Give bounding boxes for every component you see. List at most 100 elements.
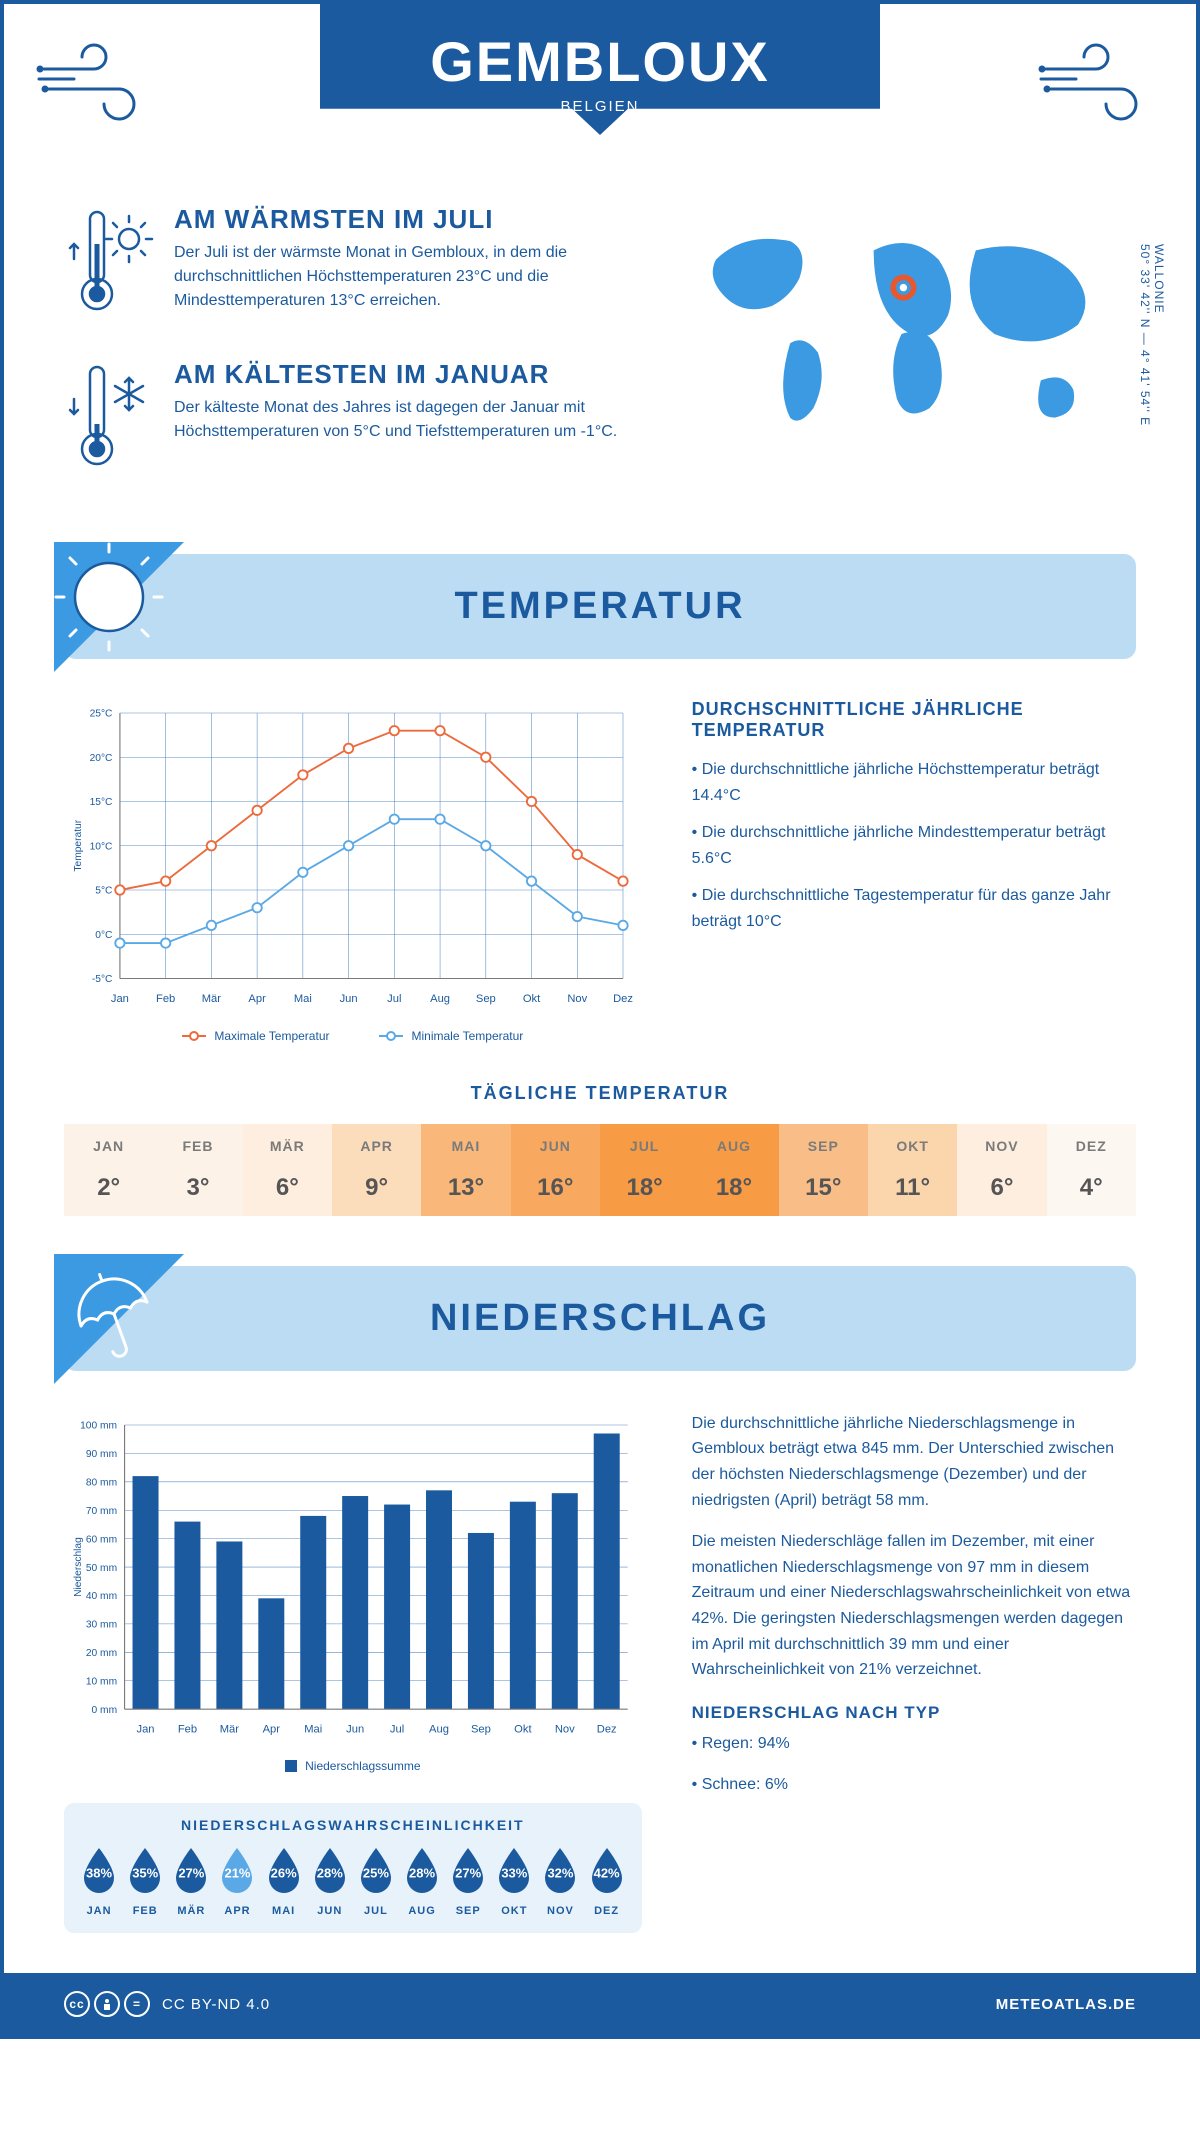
daily-temp-cell: MÄR6° [243,1124,332,1216]
drop-month: SEP [456,1905,481,1917]
latlon-label: 50° 33' 42'' N — 4° 41' 54'' E [1138,244,1152,426]
precipitation-left: 0 mm10 mm20 mm30 mm40 mm50 mm60 mm70 mm8… [64,1411,642,1933]
svg-text:20°C: 20°C [90,753,113,764]
legend-min-label: Minimale Temperatur [411,1029,523,1043]
daily-temp-cell: OKT11° [868,1124,957,1216]
umbrella-icon [54,1254,184,1384]
daily-temp-month: JAN [64,1138,153,1154]
daily-temp-value: 3° [187,1174,210,1201]
svg-text:Jul: Jul [390,1723,404,1735]
daily-temp-value: 6° [276,1174,299,1201]
probability-title: NIEDERSCHLAGSWAHRSCHEINLICHKEIT [78,1817,628,1833]
daily-temp-month: JUN [511,1138,600,1154]
svg-text:Jun: Jun [340,993,358,1005]
svg-text:10 mm: 10 mm [86,1676,117,1687]
daily-temp-cell: FEB3° [153,1124,242,1216]
drop-month: JUN [317,1905,342,1917]
cc-icon: cc [64,1991,90,2017]
daily-temp-cell: APR9° [332,1124,421,1216]
daily-temp-value: 15° [805,1174,841,1201]
fact-coldest: AM KÄLTESTEN IM JANUAR Der kälteste Mona… [64,359,627,484]
daily-temp-cell: JUL18° [600,1124,689,1216]
probability-drop: 28%JUN [309,1845,351,1919]
precipitation-chart: 0 mm10 mm20 mm30 mm40 mm50 mm60 mm70 mm8… [64,1411,642,1746]
daily-temp-cell: JUN 16° [511,1124,600,1216]
svg-text:Jul: Jul [387,993,401,1005]
svg-text:25°C: 25°C [90,709,113,720]
probability-drop: 27% SEP [447,1845,489,1919]
daily-temp-value: 16° [537,1174,573,1201]
svg-text:Sep: Sep [476,993,496,1005]
footer: cc = CC BY-ND 4.0 METEOATLAS.DE [4,1973,1196,2035]
fact-warmest-title: AM WÄRMSTEN IM JULI [174,204,627,235]
intro-section: AM WÄRMSTEN IM JULI Der Juli ist der wär… [64,204,1136,514]
city-title: GEMBLOUX [390,29,810,94]
svg-text:5°C: 5°C [95,886,112,897]
drop-month: NOV [547,1905,574,1917]
probability-drops: 38%JAN35%FEB27%MÄR21%APR26%MAI28%JUN25%J… [78,1845,628,1919]
legend-bar-label: Niederschlagssumme [305,1759,420,1773]
legend-max-label: Maximale Temperatur [214,1029,329,1043]
daily-temp-cell: MAI13° [421,1124,510,1216]
precipitation-section-header: NIEDERSCHLAG [64,1266,1136,1371]
svg-text:Feb: Feb [178,1723,197,1735]
svg-text:Apr: Apr [263,1723,281,1735]
drop-percent: 28% [409,1865,435,1880]
daily-temp-value: 18° [716,1174,752,1201]
svg-text:0 mm: 0 mm [92,1705,118,1716]
daily-temperature: TÄGLICHE TEMPERATUR JAN2°FEB3°MÄR6°APR9°… [64,1083,1136,1216]
sun-icon [54,542,184,672]
drop-percent: 27% [455,1865,481,1880]
daily-temp-month: SEP [779,1138,868,1154]
drop-month: JAN [87,1905,112,1917]
svg-text:10°C: 10°C [90,841,113,852]
probability-drop: 26%MAI [263,1845,305,1919]
region-label: WALLONIE [1152,244,1166,314]
page-container: GEMBLOUX BELGIEN [0,0,1200,2039]
daily-temp-value: 13° [448,1174,484,1201]
daily-temp-month: NOV [957,1138,1046,1154]
temperature-chart: -5°C0°C5°C10°C15°C20°C25°CJanFebMärAprMa… [64,699,642,1043]
daily-temp-value: 6° [990,1174,1013,1201]
temperature-info: DURCHSCHNITTLICHE JÄHRLICHE TEMPERATUR •… [692,699,1136,1043]
nd-icon: = [124,1991,150,2017]
drop-percent: 32% [547,1865,573,1880]
drop-month: JUL [364,1905,388,1917]
temperature-section-header: TEMPERATUR [64,554,1136,659]
probability-drop: 25% JUL [355,1845,397,1919]
svg-text:Jun: Jun [346,1723,364,1735]
probability-drop: 21%APR [216,1845,258,1919]
drop-percent: 26% [271,1865,297,1880]
precipitation-content: 0 mm10 mm20 mm30 mm40 mm50 mm60 mm70 mm8… [64,1411,1136,1933]
daily-temp-month: OKT [868,1138,957,1154]
daily-temp-value: 2° [97,1174,120,1201]
svg-text:Mai: Mai [304,1723,322,1735]
daily-temp-cell: SEP 15° [779,1124,868,1216]
wind-icon [1036,34,1166,134]
precip-p2: Die meisten Niederschläge fallen im Deze… [692,1529,1136,1683]
svg-text:Okt: Okt [514,1723,532,1735]
temp-info-bullet: • Die durchschnittliche jährliche Höchst… [692,757,1136,808]
svg-text:Apr: Apr [248,993,266,1005]
svg-text:Mär: Mär [220,1723,240,1735]
fact-warmest-text: Der Juli ist der wärmste Monat in Gemblo… [174,241,627,313]
drop-month: DEZ [594,1905,619,1917]
probability-drop: 28% AUG [401,1845,443,1919]
svg-text:70 mm: 70 mm [86,1506,117,1517]
drop-percent: 21% [224,1865,250,1880]
svg-text:Jan: Jan [111,993,129,1005]
svg-text:50 mm: 50 mm [86,1563,117,1574]
drop-month: AUG [408,1905,435,1917]
daily-temp-cell: AUG18° [689,1124,778,1216]
svg-text:Temperatur: Temperatur [73,819,84,871]
content: AM WÄRMSTEN IM JULI Der Juli ist der wär… [4,204,1196,1973]
drop-percent: 25% [363,1865,389,1880]
precip-type-title: NIEDERSCHLAG NACH TYP [692,1703,1136,1723]
svg-text:Nov: Nov [567,993,587,1005]
license-text: CC BY-ND 4.0 [162,1996,270,2013]
drop-percent: 35% [132,1865,158,1880]
svg-text:90 mm: 90 mm [86,1449,117,1460]
precip-p1: Die durchschnittliche jährliche Niedersc… [692,1411,1136,1513]
wind-icon [34,34,164,134]
probability-drop: 32% NOV [539,1845,581,1919]
